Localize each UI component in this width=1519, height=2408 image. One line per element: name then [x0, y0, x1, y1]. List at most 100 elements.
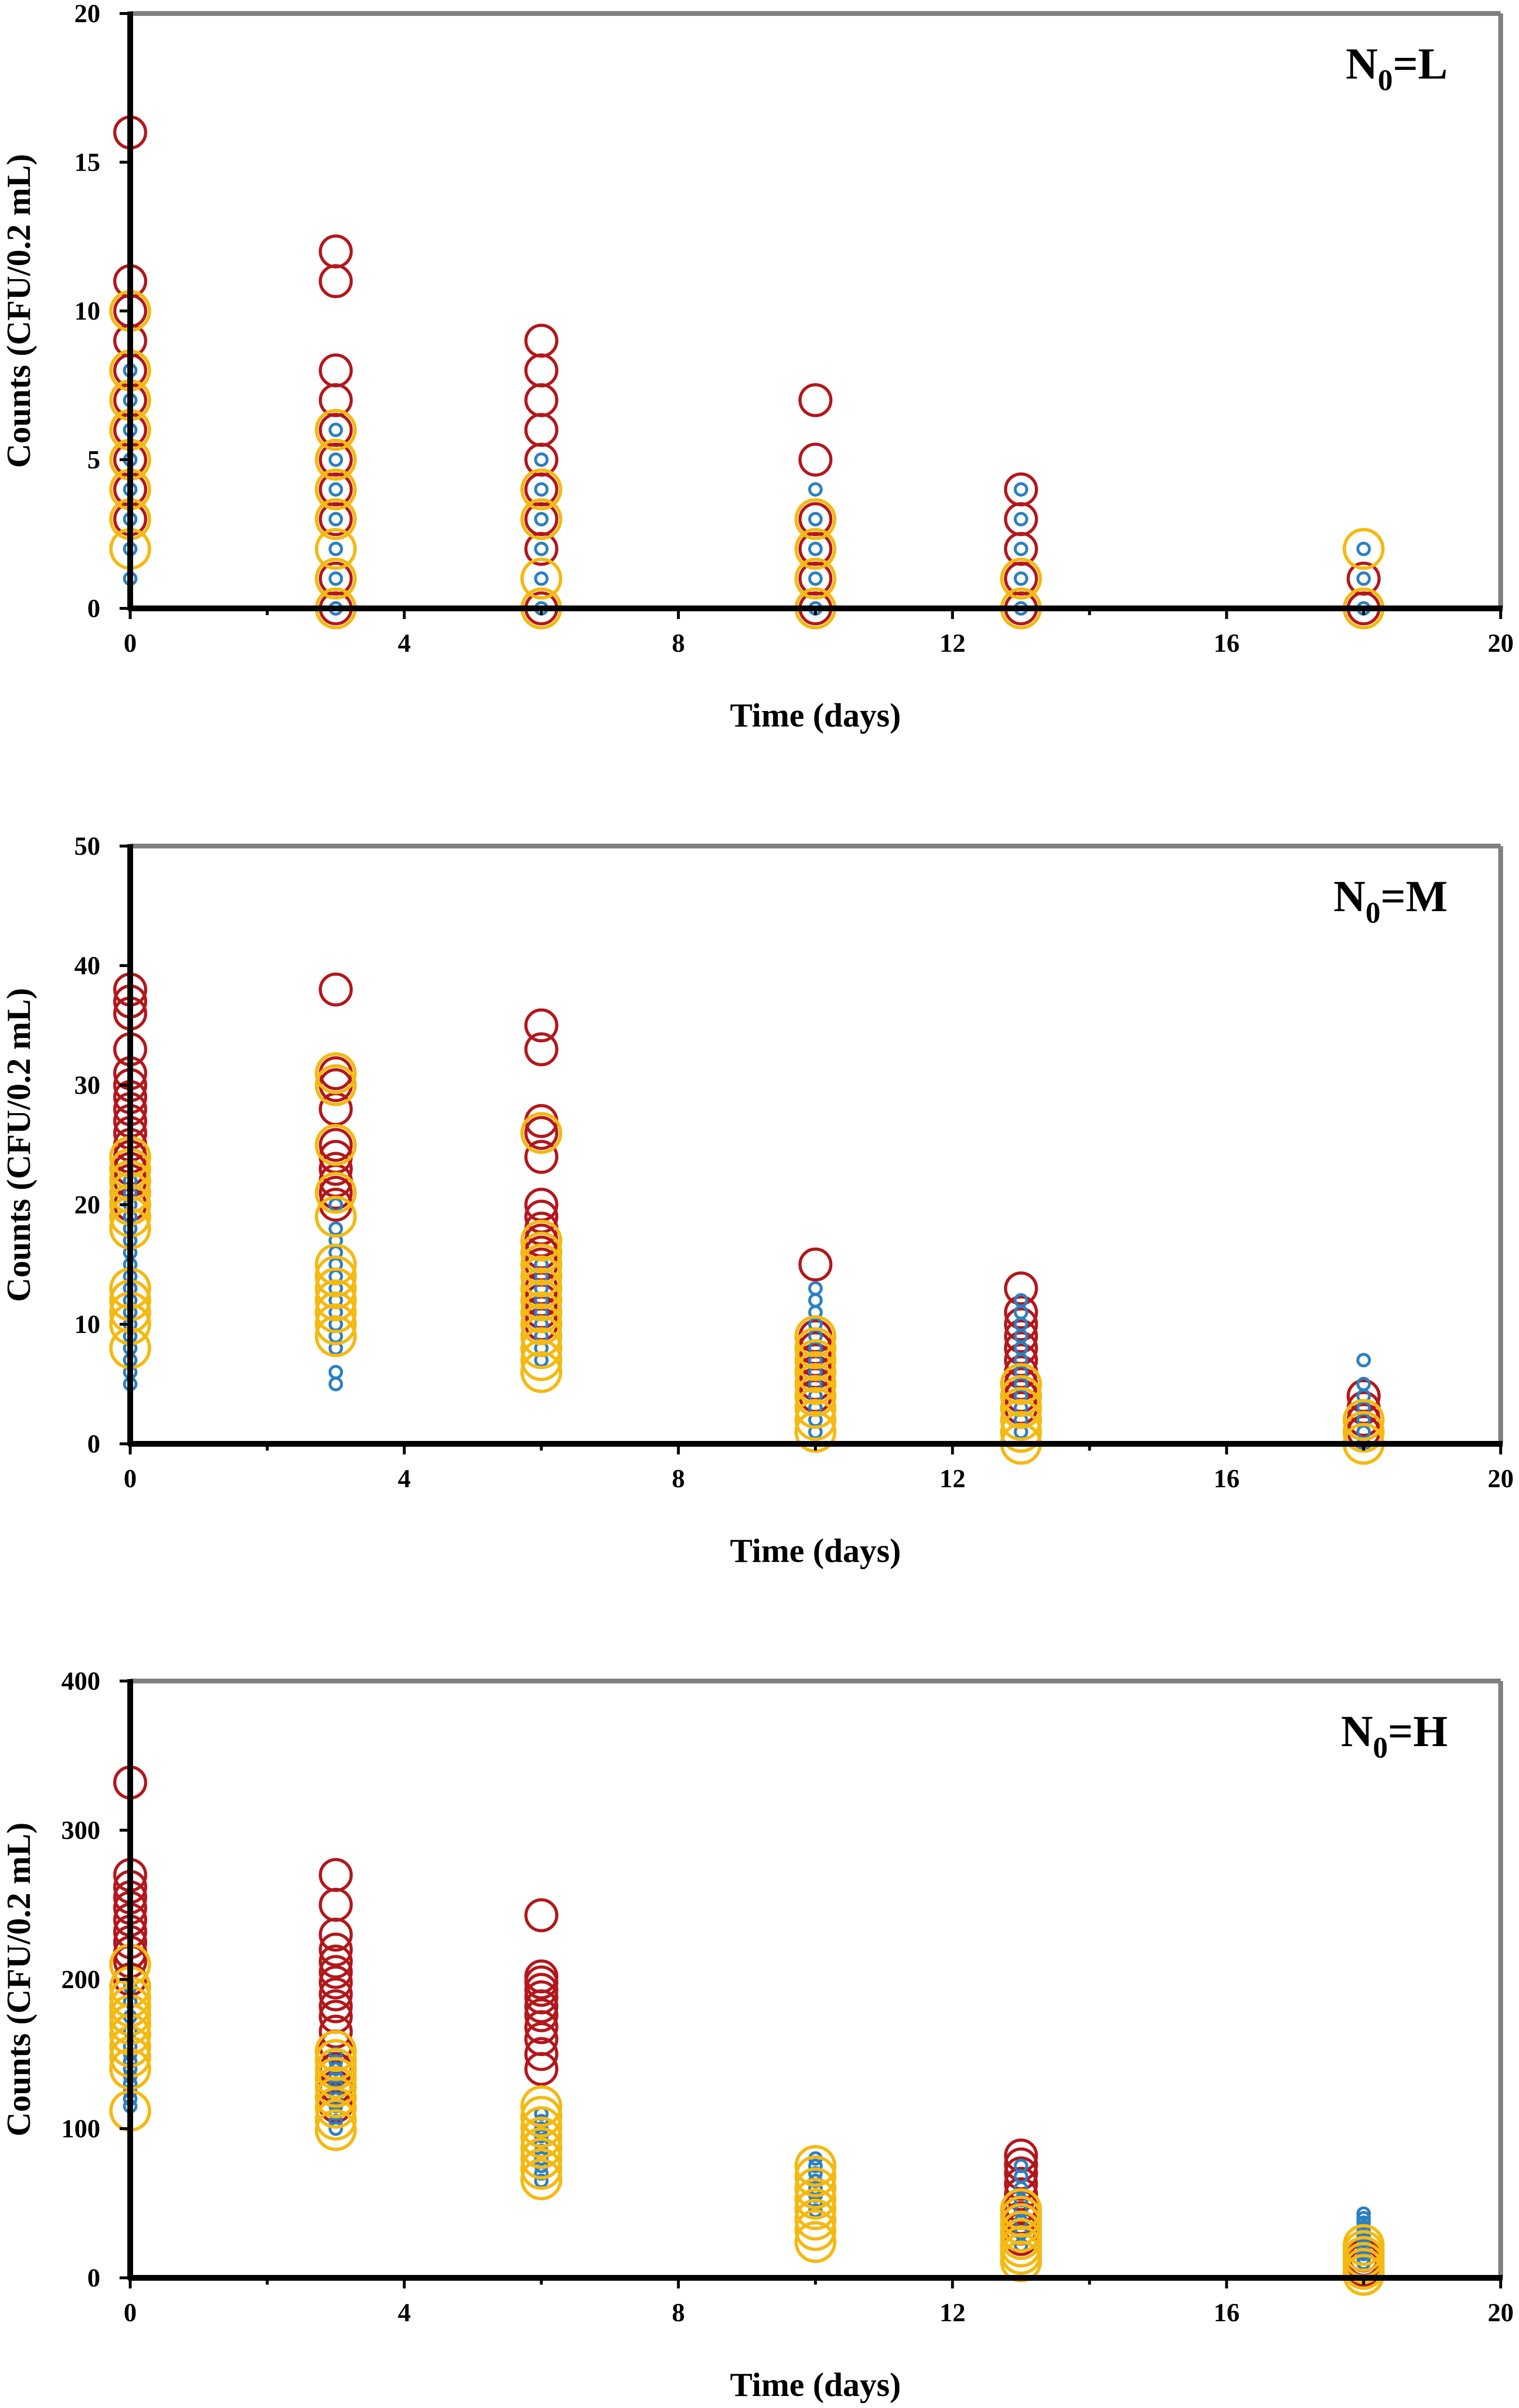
data-point-red [524, 2010, 558, 2045]
y-tick-label: 5 [87, 445, 100, 474]
data-point-yellow [1000, 1399, 1042, 1441]
y-tick-label: 0 [87, 2263, 100, 2292]
data-point-red [319, 1917, 353, 1952]
data-point-red [524, 353, 558, 388]
data-point-blue [808, 482, 823, 497]
data-point-yellow [794, 498, 837, 540]
data-point-red [524, 1973, 558, 2007]
data-point-blue [328, 2121, 343, 2136]
data-point-yellow [794, 1351, 837, 1393]
data-point-yellow [314, 1124, 357, 1166]
x-tick-label: 20 [1488, 1464, 1514, 1493]
data-point-yellow [314, 439, 357, 481]
data-point-yellow [1343, 1399, 1385, 1441]
data-point-red [1004, 1295, 1038, 1330]
data-point-yellow [520, 1303, 563, 1345]
data-point-red [524, 2052, 558, 2086]
data-point-blue [328, 2106, 343, 2121]
data-point-blue [328, 482, 343, 497]
data-point-yellow [520, 2106, 563, 2148]
x-tick-label: 12 [939, 1464, 965, 1493]
data-point-red [319, 1977, 353, 2012]
y-axis-title: Counts (CFU/0.2 mL) [0, 1822, 38, 2136]
panel-label-subscript: 0 [1373, 1732, 1388, 1764]
data-point-yellow [794, 2145, 837, 2187]
data-point-red [798, 383, 833, 417]
data-point-red [319, 502, 353, 537]
data-point-red [524, 413, 558, 447]
data-point-yellow [1000, 557, 1042, 600]
chart-panel-medium: 0 4 8 12 16 20 0 10 20 30 40 50 Time (days) Counts (C… [0, 832, 1514, 1570]
data-point-red [524, 532, 558, 566]
data-point-yellow [794, 1399, 837, 1441]
data-point-yellow [520, 468, 563, 511]
y-tick-label: 100 [61, 2114, 100, 2143]
data-point-blue [534, 2151, 549, 2166]
data-point-red [524, 1140, 558, 1174]
data-point-yellow [314, 1064, 357, 1106]
data-point-yellow [520, 2137, 563, 2179]
y-tick-label: 0 [87, 594, 100, 623]
data-point-blue [328, 452, 343, 467]
x-tick-label: 20 [1488, 629, 1514, 658]
data-point-red [524, 1008, 558, 1043]
data-point-red [524, 383, 558, 417]
panel-label-subscript: 0 [1378, 64, 1393, 97]
data-point-yellow [314, 1267, 357, 1310]
data-point-yellow [1000, 1411, 1042, 1453]
panel-label-main: N [1341, 1707, 1373, 1756]
panel-label-main: N [1346, 39, 1378, 88]
y-tick-label: 30 [74, 1071, 100, 1100]
y-tick-label: 200 [61, 1965, 100, 1994]
data-point-yellow [1343, 528, 1385, 570]
panel-label-suffix: =H [1388, 1707, 1448, 1756]
data-point-red [319, 1888, 353, 1922]
x-tick-label: 12 [939, 629, 965, 658]
data-point-red [524, 1032, 558, 1066]
y-tick-label: 0 [87, 1429, 100, 1458]
data-point-red [1004, 472, 1038, 507]
data-point-yellow [520, 1291, 563, 1333]
data-point-yellow [314, 468, 357, 511]
data-point-yellow [314, 1171, 357, 1214]
data-point-blue [534, 452, 549, 467]
data-point-blue [1356, 571, 1371, 586]
x-tick-label: 8 [672, 1464, 685, 1493]
panel-label-high: N0=H [1341, 1707, 1448, 1764]
data-point-yellow [794, 2221, 837, 2263]
data-point-yellow [520, 2127, 563, 2169]
data-point-blue [808, 541, 823, 556]
data-point-blue [1356, 1353, 1371, 1368]
data-point-blue [328, 571, 343, 586]
data-point-yellow [520, 2085, 563, 2127]
data-point-yellow [314, 528, 357, 570]
data-point-red [524, 323, 558, 358]
data-point-yellow [314, 1291, 357, 1333]
x-tick-label: 4 [398, 2298, 411, 2327]
data-point-red [1004, 502, 1038, 537]
data-point-red [319, 1944, 353, 1979]
data-point-yellow [314, 557, 357, 600]
data-point-blue [1356, 2211, 1371, 2226]
data-point-blue [1356, 541, 1371, 556]
data-point-yellow [794, 1387, 837, 1429]
data-point-yellow [314, 2030, 357, 2072]
data-point-red [319, 1092, 353, 1126]
data-point-yellow [520, 2148, 563, 2190]
series-yellow [109, 1943, 1385, 2296]
x-tick-label: 8 [672, 2298, 685, 2327]
data-point-blue [808, 1281, 823, 1296]
data-point-yellow [520, 1267, 563, 1310]
data-point-red [1004, 2177, 1038, 2211]
y-tick-label: 40 [74, 951, 100, 980]
x-tick-label: 16 [1214, 629, 1240, 658]
data-point-red [1004, 1319, 1038, 1354]
data-point-yellow [794, 2155, 837, 2198]
data-point-red [524, 1898, 558, 1933]
data-point-red [319, 1955, 353, 1989]
data-point-blue [808, 1293, 823, 1308]
data-point-red [319, 1965, 353, 2000]
data-point-yellow [520, 557, 563, 600]
data-point-red [524, 1998, 558, 2032]
data-point-blue [534, 482, 549, 497]
